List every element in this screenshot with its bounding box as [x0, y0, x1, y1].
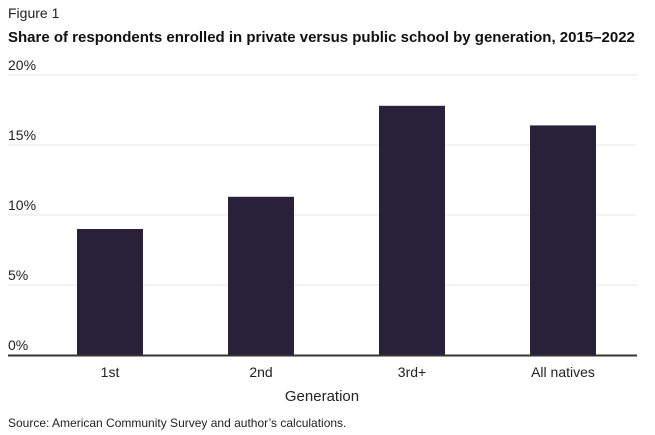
bar	[228, 196, 294, 355]
chart-title: Share of respondents enrolled in private…	[8, 29, 635, 46]
bar	[77, 229, 143, 355]
y-tick-label: 20%	[8, 57, 36, 73]
y-tick-labels: 0% 5% 10% 15% 20%	[8, 57, 36, 353]
x-axis-title: Generation	[285, 388, 359, 405]
source-note: Source: American Community Survey and au…	[8, 416, 347, 430]
figure-label: Figure 1	[8, 5, 60, 21]
bar	[530, 125, 596, 356]
y-tick-label: 5%	[8, 267, 28, 283]
y-tick-label: 0%	[8, 337, 28, 353]
y-tick-label: 15%	[8, 127, 36, 143]
x-tick-label: 1st	[101, 364, 120, 380]
x-tick-labels: 1st 2nd 3rd+ All natives	[101, 364, 595, 380]
x-tick-label: 2nd	[249, 364, 272, 380]
y-tick-label: 10%	[8, 197, 36, 213]
bar	[379, 105, 445, 355]
bar-layer	[77, 105, 596, 356]
x-tick-label: 3rd+	[398, 364, 426, 380]
x-tick-label: All natives	[531, 364, 595, 380]
